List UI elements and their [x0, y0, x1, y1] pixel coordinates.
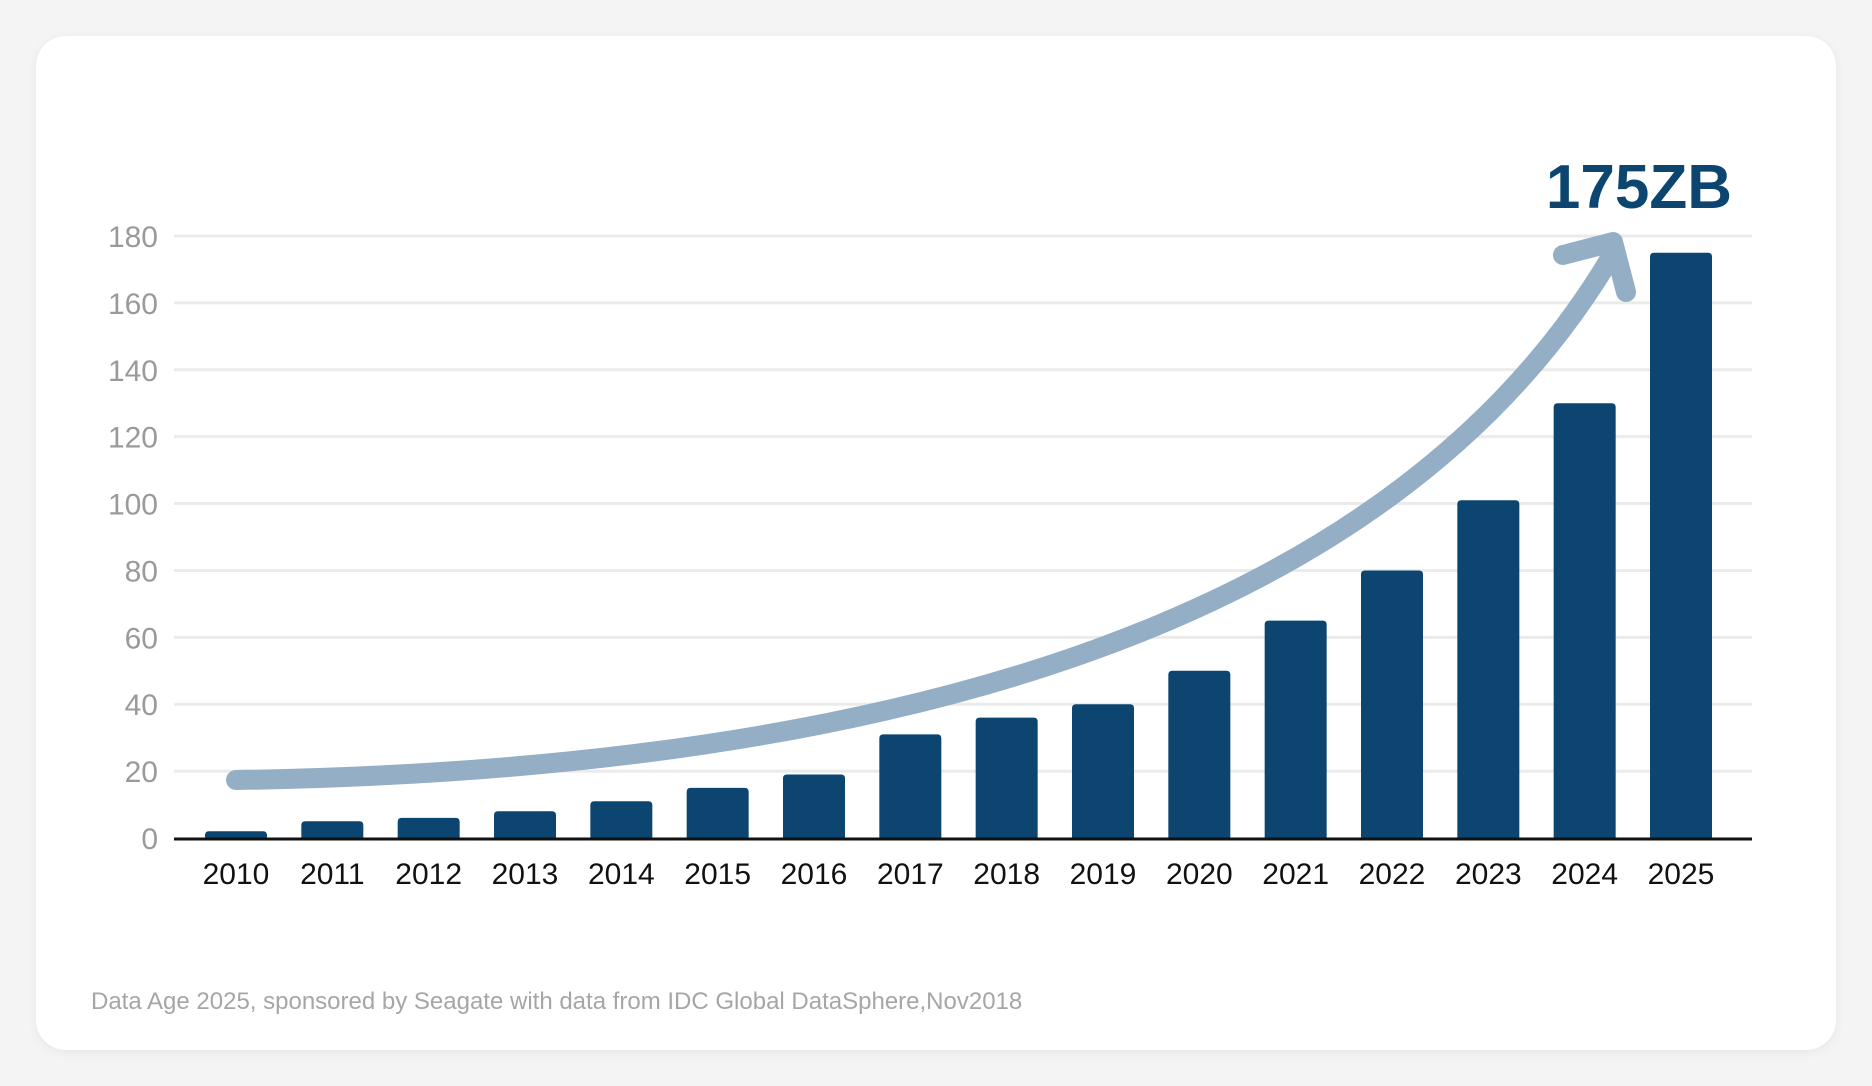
y-tick-label: 60	[125, 622, 158, 655]
x-tick-label: 2011	[300, 858, 365, 891]
bar-2012	[397, 817, 460, 838]
bar-2024	[1553, 403, 1616, 838]
bar-2025	[1650, 252, 1712, 838]
y-tick-label: 120	[108, 422, 158, 455]
x-tick-label: 2012	[395, 858, 462, 891]
bar-2019	[1072, 704, 1134, 838]
bar-2013	[494, 811, 556, 838]
bar-2015	[686, 787, 749, 838]
chart-card	[36, 36, 1836, 1050]
bar-2021	[1264, 620, 1327, 838]
source-note: Data Age 2025, sponsored by Seagate with…	[91, 988, 1023, 1015]
x-tick-label: 2015	[684, 858, 751, 891]
x-tick-label: 2025	[1648, 858, 1715, 891]
x-tick-label: 2019	[1070, 858, 1137, 891]
bar-2010	[205, 831, 267, 838]
bar-2016	[783, 774, 845, 838]
x-tick-label: 2022	[1359, 858, 1426, 891]
x-tick-label: 2023	[1455, 858, 1522, 891]
x-tick-label: 2024	[1551, 858, 1618, 891]
x-tick-label: 2013	[492, 858, 559, 891]
x-tick-label: 2017	[877, 858, 944, 891]
trend-arrow	[226, 232, 1636, 790]
y-tick-label: 0	[141, 823, 158, 856]
x-tick-label: 2010	[203, 858, 270, 891]
bars	[205, 252, 1712, 838]
bar-2020	[1168, 670, 1231, 838]
bar-2014	[590, 801, 653, 838]
bar-2018	[975, 717, 1038, 838]
callout-label: 175ZB	[1546, 153, 1732, 222]
bar-2023	[1457, 500, 1520, 838]
y-tick-label: 80	[125, 555, 158, 588]
bar-2017	[879, 734, 942, 838]
y-tick-label: 40	[125, 689, 158, 722]
y-tick-label: 100	[108, 489, 158, 522]
trend-arrow-head	[1553, 232, 1636, 302]
y-axis-ticks: 0 20 40 60 80 100 120 140 160 180	[108, 221, 158, 856]
trend-arrow-shaft	[226, 240, 1625, 790]
x-axis-ticks: 2010 2011 2012 2013 2014 2015 2016 2017 2018 2019…	[203, 858, 1715, 891]
y-tick-label: 20	[125, 756, 158, 789]
x-tick-label: 2018	[973, 858, 1040, 891]
y-tick-label: 160	[108, 288, 158, 321]
x-tick-label: 2020	[1166, 858, 1233, 891]
y-tick-label: 140	[108, 355, 158, 388]
x-tick-label: 2021	[1262, 858, 1329, 891]
x-tick-label: 2016	[781, 858, 848, 891]
bar-2022	[1361, 570, 1423, 838]
x-tick-label: 2014	[588, 858, 655, 891]
bar-2011	[301, 821, 364, 838]
y-tick-label: 180	[108, 221, 158, 254]
